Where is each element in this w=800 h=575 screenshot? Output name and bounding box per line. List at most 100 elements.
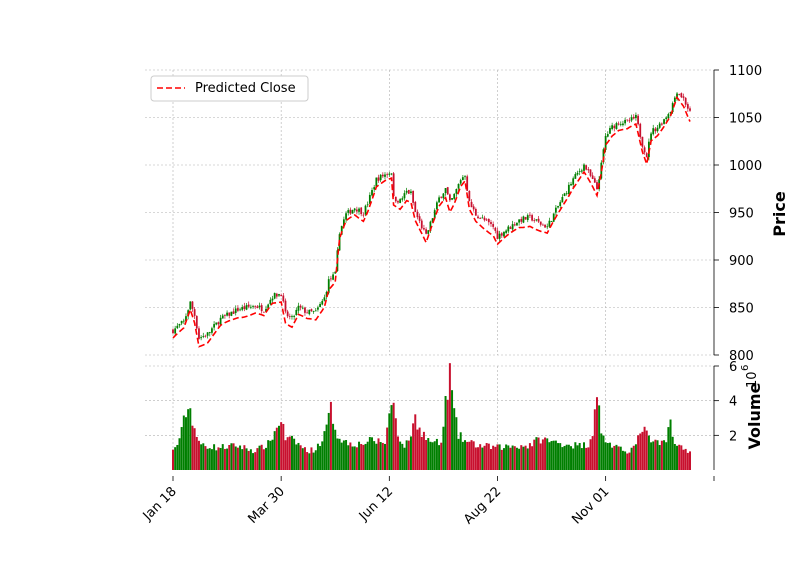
volume-bar (567, 444, 570, 470)
volume-bar (327, 412, 330, 470)
candle-body (518, 219, 521, 223)
volume-bar (492, 445, 495, 470)
candle-body (481, 217, 484, 219)
volume-bar (278, 425, 280, 470)
candle-body (442, 193, 445, 199)
volume-bar (252, 453, 255, 470)
candle-body (589, 169, 592, 176)
predicted-close-line (172, 95, 691, 348)
volume-bar (453, 408, 456, 470)
candle-body (340, 225, 343, 235)
candle-body (256, 306, 259, 309)
volume-bar (355, 447, 358, 470)
candle-body (500, 233, 503, 236)
volume-bar (526, 448, 529, 470)
candle-body (619, 124, 622, 126)
volume-bar (336, 438, 339, 470)
volume-bar (288, 436, 291, 470)
candle-body (375, 177, 378, 187)
volume-bar (329, 401, 332, 470)
candle-body (533, 220, 536, 221)
volume-bar (368, 437, 371, 470)
volume-bar (236, 447, 239, 470)
volume-bar (630, 447, 633, 470)
candle-body (349, 209, 352, 214)
volume-bar (531, 446, 534, 470)
candle-body (423, 228, 425, 230)
candle-body (258, 305, 261, 308)
candle-body (470, 201, 473, 208)
volume-bar (477, 447, 480, 470)
volume-bar (647, 435, 650, 470)
candle-body (498, 233, 501, 239)
price-tick-label: 1050 (729, 112, 762, 127)
legend-label-predicted-close: Predicted Close (195, 81, 296, 96)
candle-body (323, 297, 326, 301)
price-axis-title: Price (770, 191, 789, 237)
volume-bar (498, 444, 501, 470)
volume-bar (537, 437, 540, 470)
candle-body (185, 316, 187, 321)
volume-bar (221, 444, 224, 470)
candle-body (680, 93, 683, 98)
candle-body (438, 197, 440, 203)
candle-body (254, 305, 257, 307)
volume-bar (269, 440, 272, 470)
volume-bar (578, 442, 581, 470)
candle-body (606, 134, 609, 137)
x-tick-label: Nov 01 (569, 484, 612, 527)
volume-bar (487, 443, 490, 470)
volume-bar (431, 442, 434, 470)
candle-body (535, 219, 538, 221)
volume-bar (665, 442, 668, 470)
candle-body (596, 182, 598, 190)
volume-bar (634, 444, 637, 470)
candle-body (496, 230, 499, 239)
price-panel: 800 850 900 950 1000 1050 1100 Price (145, 64, 789, 364)
candle-body (182, 320, 185, 322)
x-axis: Jan 18 Mar 30 Jun 12 Aug 22 Nov 01 (140, 476, 715, 527)
candle-body (334, 271, 337, 274)
candle-body (637, 115, 639, 125)
candle-body (561, 196, 564, 203)
x-tick-label: Jan 18 (140, 484, 180, 524)
volume-bar (210, 449, 213, 470)
volume-bar (316, 443, 319, 470)
candle-body (295, 309, 298, 316)
candle-body (392, 173, 395, 197)
volume-bar (479, 444, 482, 470)
candle-body (531, 215, 533, 221)
volume-bar (245, 448, 248, 470)
volume-bar (258, 445, 261, 470)
volume-bar (399, 441, 402, 470)
volume-bar (364, 443, 367, 470)
volume-bar (481, 447, 484, 470)
candle-body (663, 119, 665, 124)
volume-bar (265, 447, 268, 470)
volume-bar (230, 443, 233, 470)
volume-bar (444, 396, 447, 470)
candle-body (583, 164, 585, 171)
x-tick-label: Aug 22 (461, 484, 504, 527)
volume-bar (565, 444, 568, 470)
candle-body (641, 136, 644, 147)
candle-body (397, 201, 399, 203)
candle-body (425, 229, 427, 234)
candle-body (559, 202, 562, 206)
volume-bar (392, 402, 395, 470)
candle-body (609, 128, 611, 134)
volume-bar (658, 445, 661, 470)
candle-body (652, 128, 655, 135)
volume-bar (593, 409, 596, 470)
x-tick-label: Mar 30 (245, 484, 288, 527)
candle-body (635, 114, 637, 119)
volume-bar (520, 445, 523, 470)
volume-bar (500, 449, 503, 470)
candle-body (299, 305, 302, 308)
candle-body (202, 335, 205, 337)
volume-bar (234, 446, 237, 470)
volume-bar (226, 448, 229, 470)
candle-body (509, 227, 512, 229)
volume-bar (187, 409, 190, 470)
candle-body (412, 190, 415, 203)
